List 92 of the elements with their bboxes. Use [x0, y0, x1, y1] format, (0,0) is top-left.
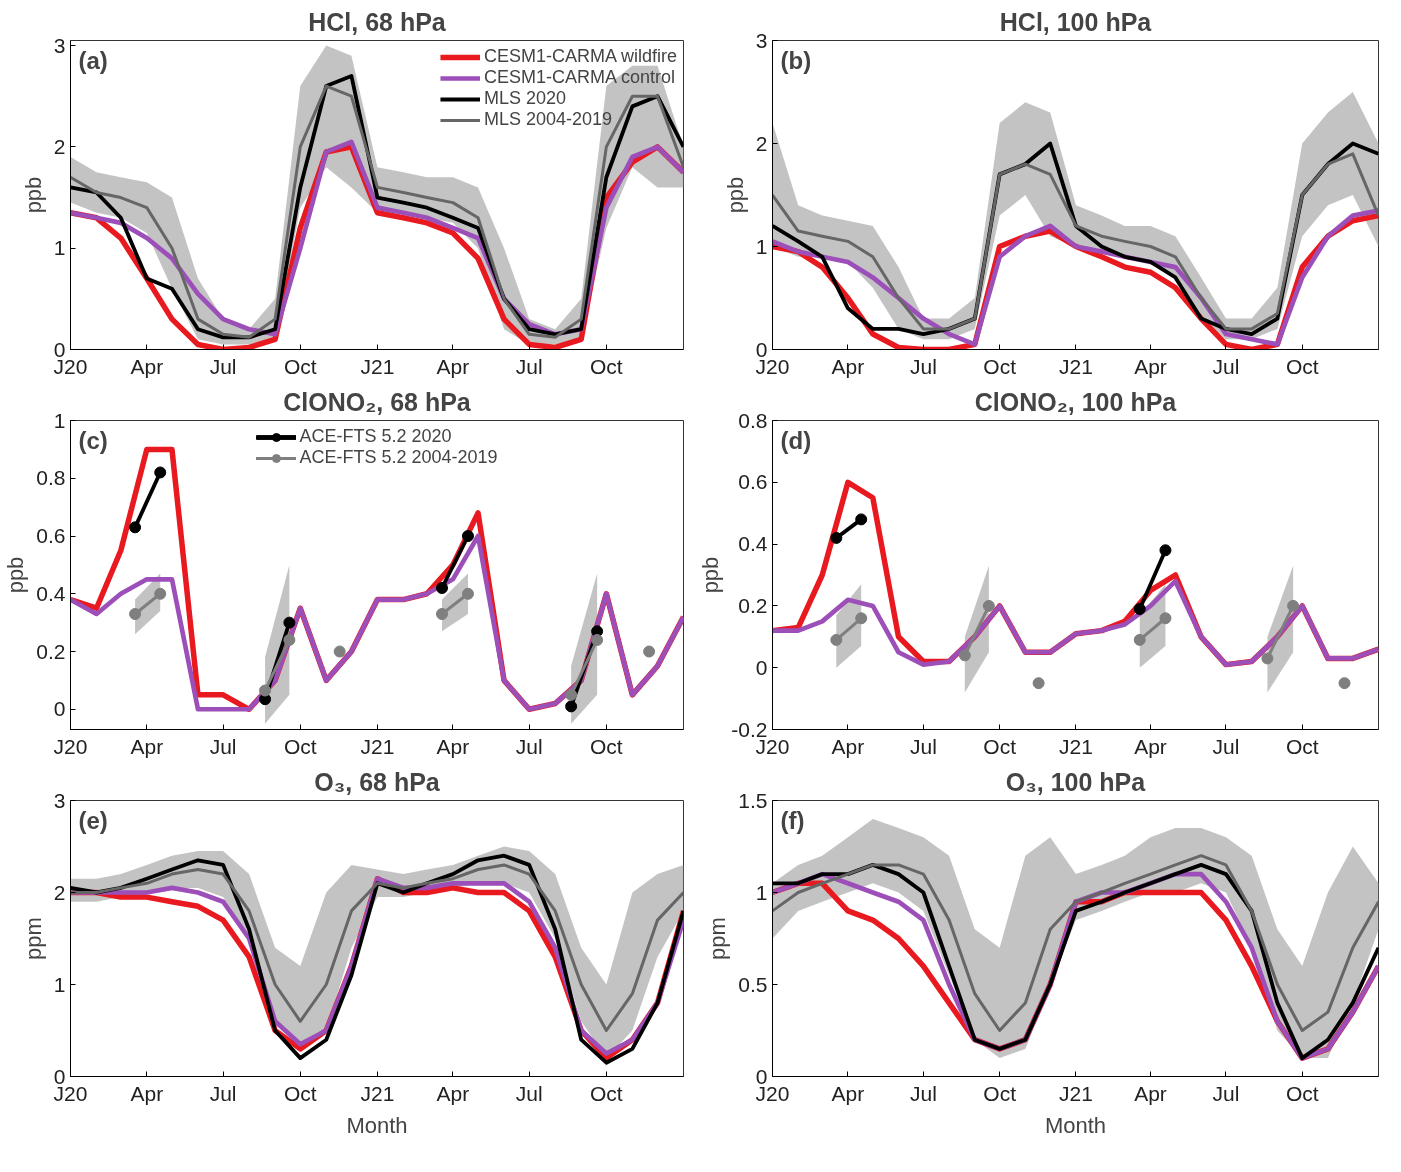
legend-label: MLS 2020 [483, 88, 567, 109]
y-tick-label: 1 [53, 236, 66, 260]
x-tick-label: Oct [983, 354, 1017, 378]
y-tick-label: 0.4 [36, 581, 66, 605]
x-tick-label: Apr [436, 354, 470, 378]
x-tick-label: Apr [436, 734, 470, 758]
y-tick-label: 0 [53, 697, 66, 721]
chart-title: O₃, 68 hPa [314, 767, 441, 796]
annotation: (d) [780, 426, 812, 454]
legend-label: ACE-FTS 5.2 2004-2019 [299, 447, 498, 468]
y-tick-label: 0.5 [738, 972, 768, 996]
x-tick-label: Jul [515, 1081, 543, 1105]
x-tick-label: Oct [983, 1081, 1017, 1105]
x-tick-label: Apr [831, 734, 865, 758]
x-tick-label: Apr [130, 354, 164, 378]
x-tick-label: Apr [831, 1081, 865, 1105]
chart-title: O₃, 100 hPa [1005, 767, 1147, 796]
x-tick-label: J21 [360, 734, 395, 758]
y-axis-title: ppb [3, 556, 29, 594]
legend-label: CESM1-CARMA wildfire [483, 46, 677, 67]
x-tick-label: Apr [130, 734, 164, 758]
x-tick-label: Jul [909, 734, 937, 758]
x-tick-label: Apr [1134, 1081, 1167, 1105]
y-tick-label: 2 [53, 134, 66, 158]
chart-title: HCl, 68 hPa [308, 7, 447, 36]
y-tick-label: 1 [755, 234, 768, 258]
x-tick-label: Apr [831, 354, 865, 378]
y-tick-label: 1 [53, 408, 66, 432]
y-tick-label: 0.8 [738, 408, 768, 432]
legend-label: MLS 2004-2019 [483, 109, 613, 130]
x-tick-label: Jul [909, 1081, 937, 1105]
x-tick-label: Oct [1285, 734, 1319, 758]
chart-title: HCl, 100 hPa [999, 7, 1153, 36]
legend-label: ACE-FTS 5.2 2020 [299, 426, 452, 447]
x-tick-label: Jul [515, 734, 543, 758]
annotation: (c) [78, 426, 108, 454]
y-tick-label: 3 [755, 28, 768, 52]
x-tick-label: Jul [909, 354, 937, 378]
x-tick-label: J20 [53, 734, 88, 758]
x-tick-label: Oct [283, 354, 317, 378]
y-tick-label: 0.8 [36, 466, 66, 490]
y-tick-label: 0.2 [738, 593, 768, 617]
x-tick-label: Oct [983, 734, 1017, 758]
x-tick-label: Oct [590, 1081, 623, 1105]
x-tick-label: Oct [590, 354, 623, 378]
annotation: (e) [78, 806, 108, 834]
y-tick-label: 1 [53, 972, 66, 996]
x-tick-label: Jul [209, 734, 237, 758]
x-tick-label: J21 [1058, 1081, 1093, 1105]
y-axis-title: ppm [705, 917, 731, 960]
x-tick-label: Jul [209, 354, 237, 378]
y-tick-label: 3 [53, 33, 66, 57]
x-tick-label: J21 [1058, 734, 1093, 758]
legend-label: CESM1-CARMA control [483, 67, 676, 88]
x-tick-label: Jul [1212, 1081, 1240, 1105]
y-tick-label: 1.5 [738, 788, 768, 812]
chart-title: ClONO₂, 68 hPa [283, 387, 472, 416]
y-tick-label: 0 [755, 655, 768, 679]
x-tick-label: Oct [1285, 354, 1319, 378]
y-tick-label: 0.6 [738, 470, 768, 494]
y-tick-label: 0.6 [36, 524, 66, 548]
y-tick-label: 2 [53, 880, 66, 904]
x-tick-label: Apr [1134, 734, 1167, 758]
x-axis-title: Month [1044, 1112, 1107, 1138]
x-tick-label: Oct [1285, 1081, 1319, 1105]
y-tick-label: 0.4 [738, 532, 768, 556]
x-tick-label: Apr [130, 1081, 164, 1105]
x-tick-label: Jul [1212, 354, 1240, 378]
x-tick-label: Jul [1212, 734, 1240, 758]
y-tick-label: 1 [755, 880, 768, 904]
y-tick-label: 2 [755, 131, 768, 155]
y-tick-label: 3 [53, 788, 66, 812]
x-tick-label: Oct [283, 1081, 317, 1105]
y-axis-title: ppb [722, 176, 748, 214]
x-tick-label: J21 [360, 1081, 395, 1105]
chart-title: ClONO₂, 100 hPa [974, 387, 1178, 416]
x-tick-label: Oct [590, 734, 623, 758]
x-tick-label: J21 [1058, 354, 1093, 378]
x-tick-label: J21 [360, 354, 395, 378]
y-axis-title: ppb [20, 176, 46, 214]
y-axis-title: ppm [20, 917, 46, 960]
y-tick-label: 0.2 [36, 639, 66, 663]
annotation: (a) [78, 46, 108, 74]
x-tick-label: Apr [436, 1081, 470, 1105]
y-axis-title: ppb [698, 556, 724, 594]
x-tick-label: Oct [283, 734, 317, 758]
x-tick-label: Jul [209, 1081, 237, 1105]
annotation: (b) [780, 46, 812, 74]
x-tick-label: Jul [515, 354, 543, 378]
x-axis-title: Month [346, 1112, 408, 1138]
annotation: (f) [780, 806, 805, 834]
x-tick-label: Apr [1134, 354, 1167, 378]
